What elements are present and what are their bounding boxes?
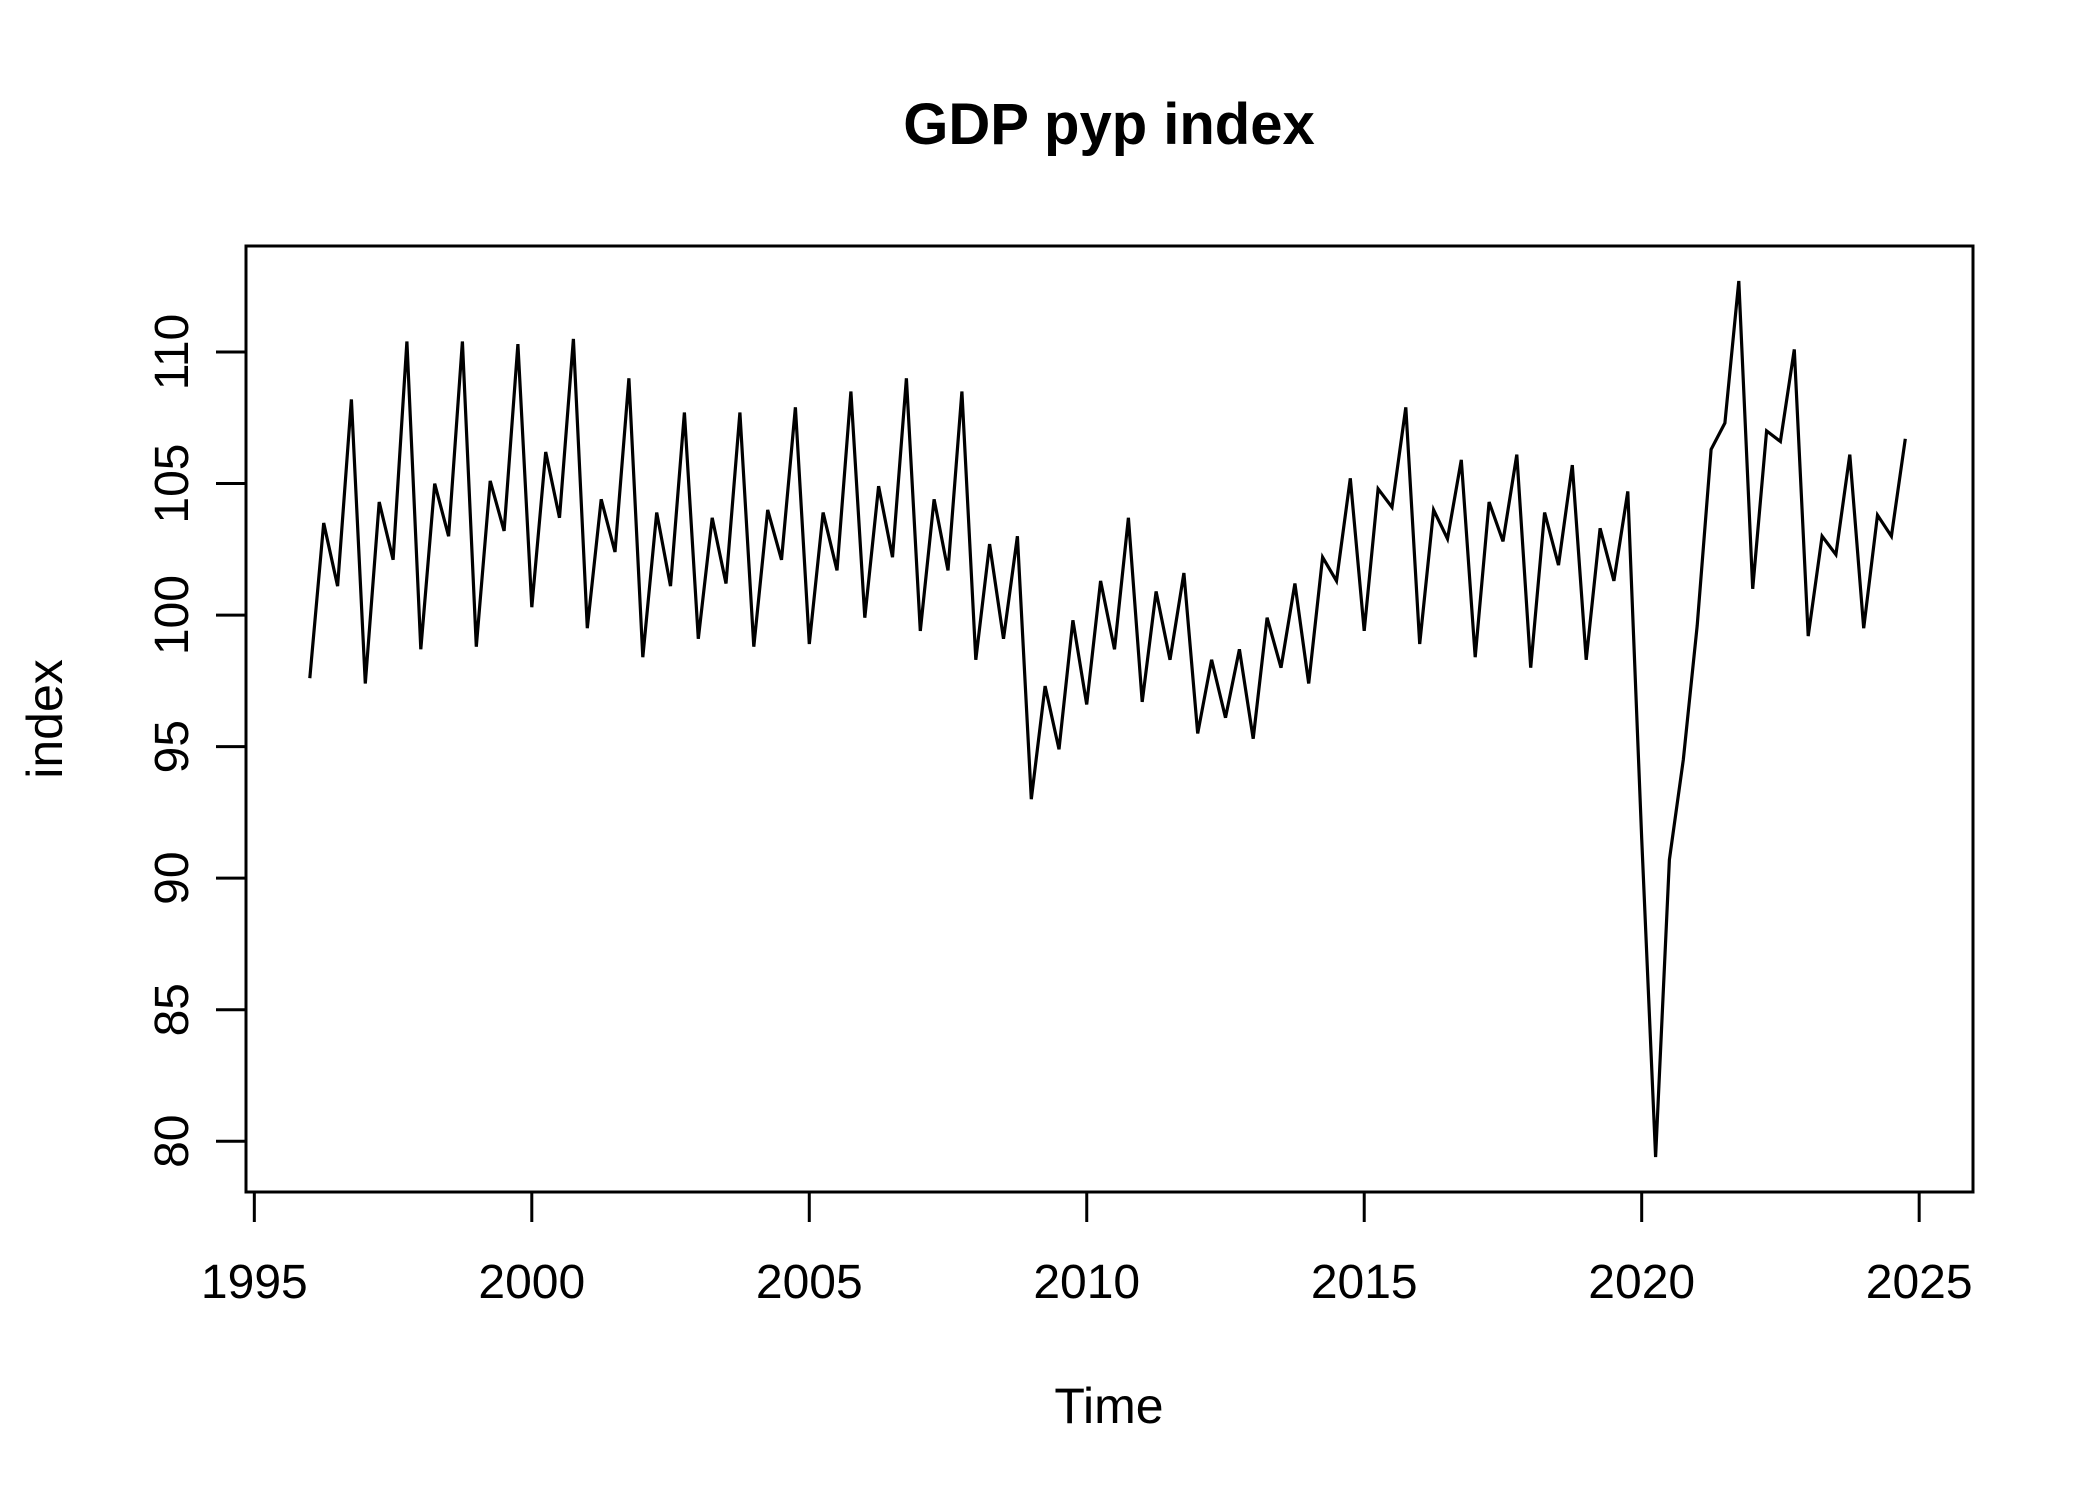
x-tick-label: 2025	[1866, 1256, 1973, 1309]
y-tick-label: 85	[146, 983, 199, 1036]
series-line	[308, 280, 1907, 1158]
plot-area: 1995 2000 2005 2010 2015 2020 2025 80 85 90 95 100 1…	[146, 244, 1975, 1309]
x-tick-label: 2015	[1311, 1256, 1418, 1309]
y-tick-label: 95	[146, 720, 199, 773]
y-tick-label: 110	[146, 314, 199, 391]
x-tick-label: 2020	[1588, 1256, 1695, 1309]
y-tick-label: 105	[146, 444, 199, 524]
y-axis-title: index	[17, 659, 73, 779]
y-tick-label: 100	[146, 575, 199, 655]
x-tick-label: 2005	[756, 1256, 863, 1309]
y-tick-label: 80	[146, 1115, 199, 1168]
x-tick-label: 2000	[478, 1256, 585, 1309]
chart-title: GDP pyp index	[903, 92, 1314, 157]
x-tick-label: 2010	[1033, 1256, 1140, 1309]
x-axis-title: Time	[1054, 1378, 1163, 1434]
y-tick-label: 90	[146, 851, 199, 904]
x-tick-label: 1995	[201, 1256, 308, 1309]
plot-box	[244, 244, 1975, 1194]
